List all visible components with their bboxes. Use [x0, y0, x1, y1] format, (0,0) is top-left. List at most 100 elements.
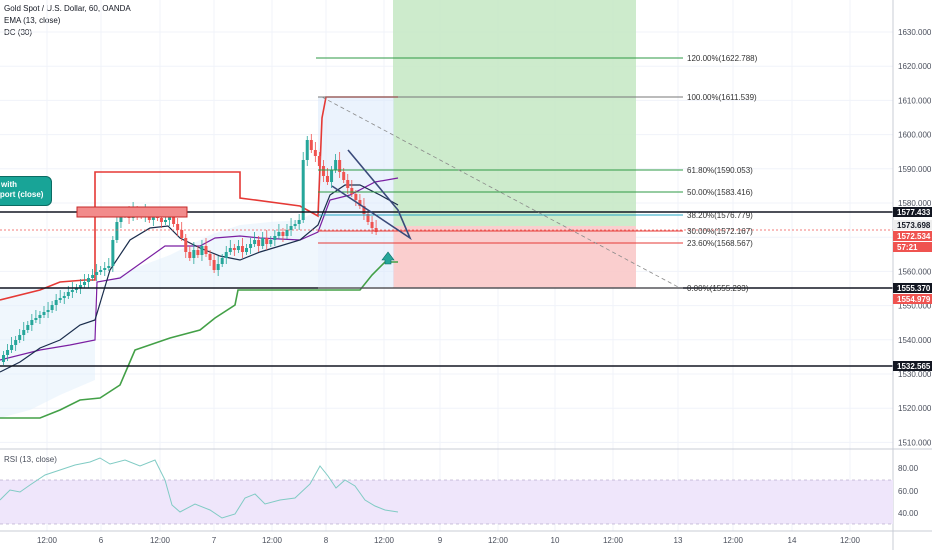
- candle-body[interactable]: [338, 160, 342, 172]
- candle-body[interactable]: [6, 350, 10, 355]
- loss-zone[interactable]: [393, 226, 636, 288]
- candle-body[interactable]: [334, 160, 338, 170]
- candle-body[interactable]: [2, 355, 5, 362]
- candle-body[interactable]: [281, 232, 285, 236]
- candle-body[interactable]: [362, 206, 366, 214]
- candle-body[interactable]: [188, 252, 192, 258]
- candle-body[interactable]: [91, 275, 95, 278]
- ema-indicator-label[interactable]: EMA (13, close): [4, 16, 61, 25]
- candle-body[interactable]: [50, 305, 54, 310]
- candle-body[interactable]: [180, 230, 184, 238]
- resistance-box[interactable]: [76, 206, 188, 218]
- candle-body[interactable]: [305, 140, 309, 160]
- fibonacci-levels[interactable]: 120.00%(1622.788) 100.00%(1611.539) 61.80%…: [316, 54, 758, 293]
- candle-body[interactable]: [204, 246, 208, 254]
- candle-body[interactable]: [196, 250, 200, 255]
- candle-body[interactable]: [200, 246, 204, 255]
- candle-body[interactable]: [74, 288, 78, 290]
- candle-body[interactable]: [358, 200, 362, 206]
- candle-body[interactable]: [289, 226, 293, 230]
- symbol-title[interactable]: Gold Spot / U.S. Dollar, 60, OANDA: [4, 4, 131, 13]
- candle-body[interactable]: [34, 318, 38, 320]
- candle-body[interactable]: [317, 156, 321, 166]
- candle-body[interactable]: [265, 238, 269, 244]
- candle-body[interactable]: [159, 218, 163, 222]
- candle-body[interactable]: [236, 246, 240, 250]
- candle-body[interactable]: [208, 254, 212, 260]
- candle-body[interactable]: [83, 282, 86, 285]
- buy-arrow-marker[interactable]: [381, 251, 395, 265]
- candle-body[interactable]: [350, 188, 354, 194]
- candle-body[interactable]: [62, 296, 66, 298]
- candle-body[interactable]: [30, 320, 34, 325]
- candle-body[interactable]: [321, 166, 325, 176]
- candle-body[interactable]: [10, 345, 14, 350]
- candle-body[interactable]: [354, 194, 358, 200]
- donchian-upper-line[interactable]: [0, 96, 398, 301]
- candle-body[interactable]: [192, 250, 196, 258]
- candle-body[interactable]: [330, 170, 334, 182]
- candle-body[interactable]: [366, 214, 370, 222]
- candle-body[interactable]: [293, 224, 297, 226]
- candle-body[interactable]: [257, 240, 261, 246]
- candle-body[interactable]: [70, 290, 74, 292]
- time-axis[interactable]: 12:00 6 12:00 7 12:00 8 12:00 9 12:00 10 12:00 13 12…: [37, 536, 861, 545]
- candle-body[interactable]: [22, 330, 26, 335]
- candle-body[interactable]: [261, 238, 265, 246]
- candle-body[interactable]: [301, 160, 305, 220]
- rsi-axis[interactable]: 80.00 60.00 40.00: [898, 464, 919, 518]
- strategy-note-callout[interactable]: with pport (close): [0, 176, 52, 206]
- candle-body[interactable]: [107, 266, 111, 268]
- candle-body[interactable]: [277, 232, 281, 236]
- candle-body[interactable]: [103, 268, 107, 270]
- candle-body[interactable]: [240, 246, 244, 252]
- candle-body[interactable]: [26, 325, 30, 330]
- candle-body[interactable]: [119, 215, 123, 222]
- candle-body[interactable]: [168, 216, 172, 220]
- candle-body[interactable]: [78, 285, 82, 288]
- rsi-line[interactable]: [0, 457, 399, 519]
- candle-body[interactable]: [342, 172, 346, 180]
- candle-body[interactable]: [115, 222, 119, 240]
- candle-body[interactable]: [216, 264, 220, 270]
- candle-body[interactable]: [176, 224, 180, 230]
- candle-body[interactable]: [18, 335, 22, 340]
- candle-body[interactable]: [253, 240, 257, 244]
- candle-body[interactable]: [220, 258, 224, 264]
- candle-body[interactable]: [95, 272, 99, 275]
- candle-body[interactable]: [46, 310, 50, 312]
- candle-body[interactable]: [326, 176, 329, 182]
- candle-body[interactable]: [54, 300, 58, 305]
- candle-body[interactable]: [273, 236, 277, 240]
- candle-body[interactable]: [297, 220, 301, 224]
- candle-body[interactable]: [232, 248, 236, 250]
- candle-body[interactable]: [370, 222, 374, 228]
- candle-body[interactable]: [269, 240, 273, 244]
- candle-body[interactable]: [285, 230, 289, 236]
- candle-body[interactable]: [99, 270, 103, 272]
- rsi-label[interactable]: RSI (13, close): [4, 455, 57, 464]
- candle-body[interactable]: [346, 180, 350, 188]
- candle-body[interactable]: [228, 248, 232, 252]
- candle-body[interactable]: [14, 340, 18, 345]
- candle-body[interactable]: [38, 315, 42, 318]
- candle-body[interactable]: [42, 312, 46, 315]
- candle-body[interactable]: [66, 292, 70, 296]
- falling-wedge-pattern[interactable]: [331, 149, 412, 241]
- donchian-lower-line[interactable]: [0, 261, 398, 419]
- donchian-mid-line[interactable]: [0, 177, 399, 361]
- candle-body[interactable]: [87, 278, 91, 282]
- candle-body[interactable]: [172, 216, 176, 224]
- candle-body[interactable]: [184, 238, 188, 252]
- candle-body[interactable]: [309, 140, 313, 150]
- candle-body[interactable]: [58, 298, 62, 300]
- candle-body[interactable]: [212, 260, 216, 270]
- candle-body[interactable]: [164, 220, 167, 222]
- candle-body[interactable]: [313, 150, 317, 156]
- candle-body[interactable]: [245, 248, 248, 252]
- profit-zone[interactable]: [393, 0, 636, 226]
- candle-body[interactable]: [111, 240, 115, 266]
- candle-body[interactable]: [224, 252, 228, 258]
- candle-body[interactable]: [249, 244, 253, 248]
